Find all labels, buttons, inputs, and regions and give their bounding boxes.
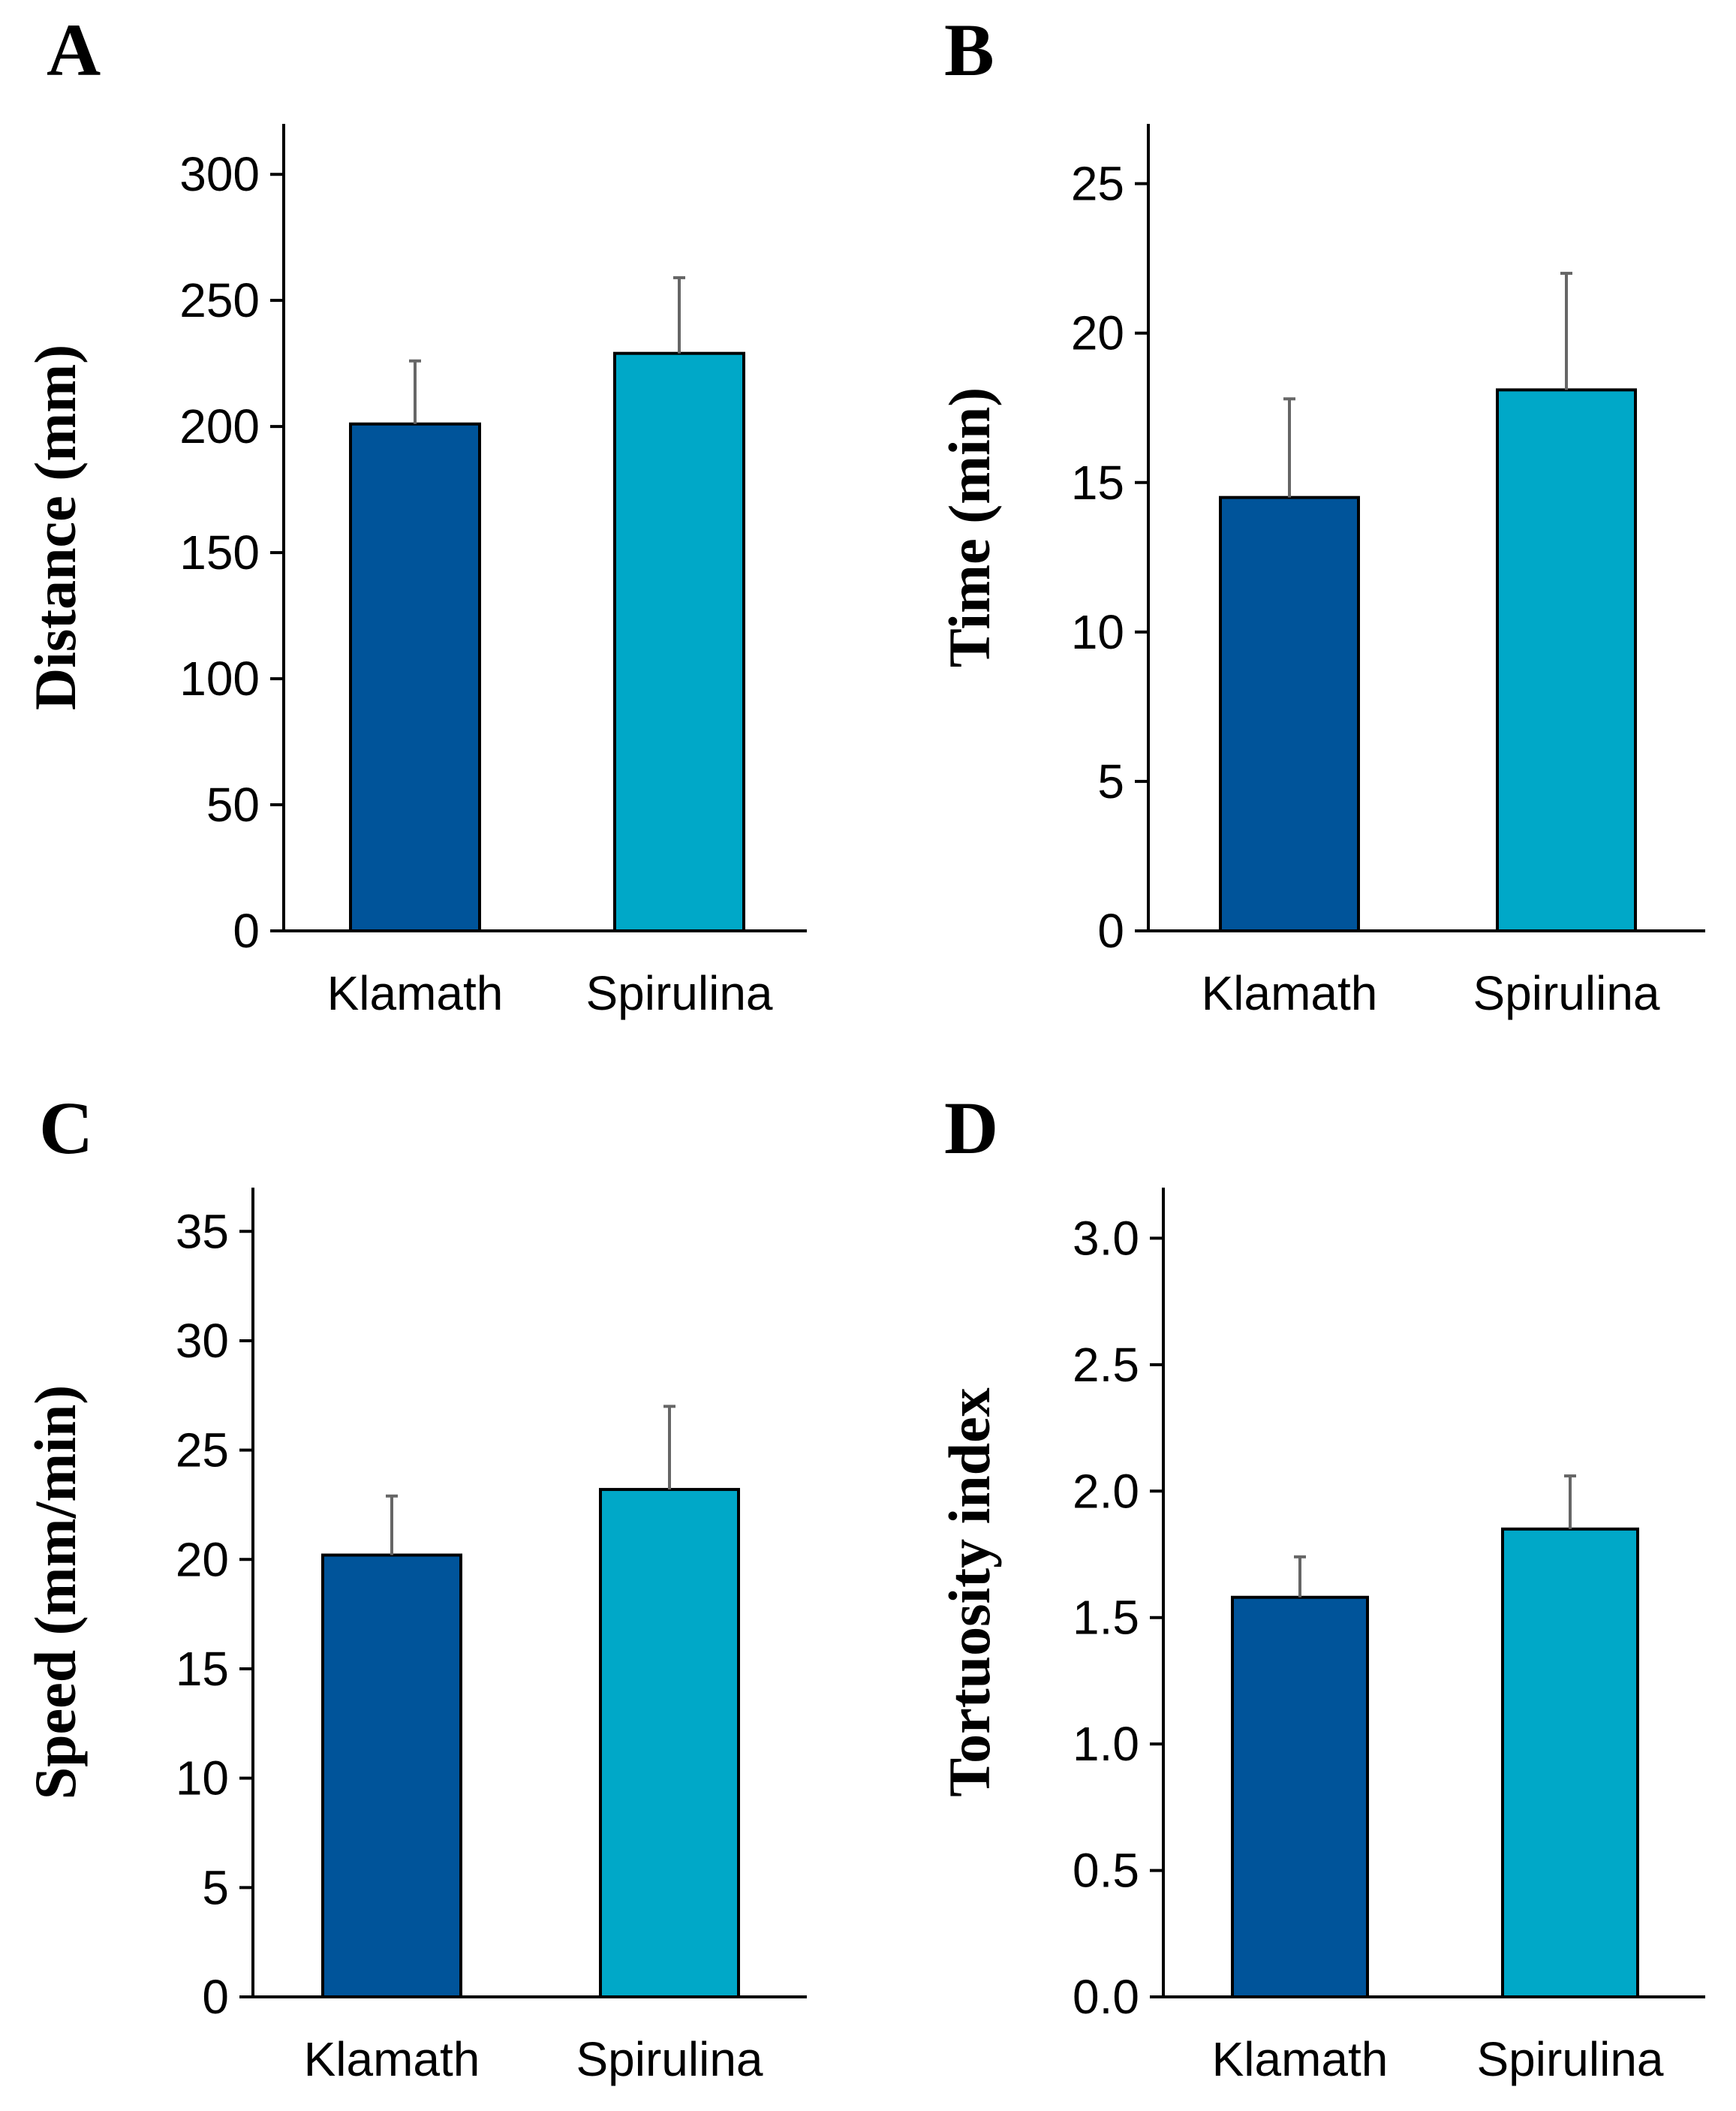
panel-letter: C [39,1086,93,1170]
y-tick-label: 2.0 [1073,1464,1139,1518]
error-bar-spirulina [1564,1474,1576,1529]
y-tick-label: 300 [179,147,260,201]
error-bar-klamath [386,1494,398,1555]
bar-spirulina [613,351,745,932]
y-axis-label: Speed (mm/min) [23,1385,88,1799]
y-axis-label: Distance (mm) [23,345,88,710]
panel-letter: A [47,8,101,92]
y-axis-label: Tortuosity index [937,1387,1002,1796]
y-tick-label: 1.5 [1073,1591,1139,1645]
y-tick-label: 20 [1071,306,1124,360]
bar-spirulina [599,1488,740,1998]
panel-c: C Speed (mm/min) 0 5 10 15 20 25 30 35 Klamath Spir… [23,1086,807,2086]
y-tick-label: 0.5 [1073,1844,1139,1898]
y-tick-label: 10 [176,1751,229,1805]
y-tick-label: 3.0 [1073,1211,1139,1265]
bar-klamath [321,1553,462,1998]
y-tick-label: 15 [1071,456,1124,510]
y-tick-label: 0.0 [1073,1970,1139,2024]
x-category-label: Spirulina [1476,2032,1663,2086]
y-tick-label: 250 [179,273,260,327]
y-tick-label: 15 [176,1642,229,1696]
x-category-label: Klamath [327,966,504,1020]
x-category-label: Spirulina [576,2032,763,2086]
x-category-label: Klamath [1212,2032,1388,2086]
panel-a: A Distance (mm) 0 50 100 150 200 250 300 Klamath S… [23,8,807,1020]
y-tick-label: 5 [202,1860,229,1914]
y-tick-label: 30 [176,1314,229,1368]
panel-letter: B [944,8,994,92]
y-tick-label: 100 [179,652,260,706]
y-tick-label: 0 [202,1970,229,2024]
error-bar-klamath [1283,397,1295,498]
y-tick-label: 10 [1071,605,1124,659]
panel-b: B Time (min) 0 5 10 15 20 25 Klamath Spirulina [937,8,1705,1020]
bar-klamath [349,422,481,932]
error-bar-spirulina [1560,272,1572,390]
panel-letter: D [944,1086,998,1170]
y-tick-label: 35 [176,1204,229,1258]
y-tick-label: 50 [206,778,260,832]
error-bar-klamath [1294,1555,1306,1598]
y-tick-label: 200 [179,399,260,453]
bar-klamath [1231,1595,1369,1999]
x-category-label: Klamath [304,2032,480,2086]
y-tick-label: 2.5 [1073,1338,1139,1392]
error-bar-klamath [409,359,421,424]
y-axis-label: Time (min) [937,387,1002,667]
y-tick-label: 150 [179,525,260,580]
x-category-label: Klamath [1202,966,1378,1020]
y-tick-label: 25 [1071,157,1124,211]
y-tick-label: 0 [233,904,260,958]
error-bar-spirulina [673,276,685,354]
error-bar-spirulina [663,1405,675,1490]
y-tick-label: 20 [176,1532,229,1586]
bar-klamath [1219,495,1360,932]
x-category-label: Spirulina [585,966,772,1020]
x-category-label: Spirulina [1473,966,1659,1020]
y-tick-label: 1.0 [1073,1717,1139,1771]
panel-d: D Tortuosity index 0.0 0.5 1.0 1.5 2.0 2.5 3.0 Kl… [937,1086,1705,2086]
y-tick-label: 25 [176,1423,229,1477]
y-tick-label: 0 [1097,904,1124,958]
y-tick-label: 5 [1097,754,1124,809]
bar-spirulina [1501,1527,1639,1998]
bar-spirulina [1496,388,1637,932]
